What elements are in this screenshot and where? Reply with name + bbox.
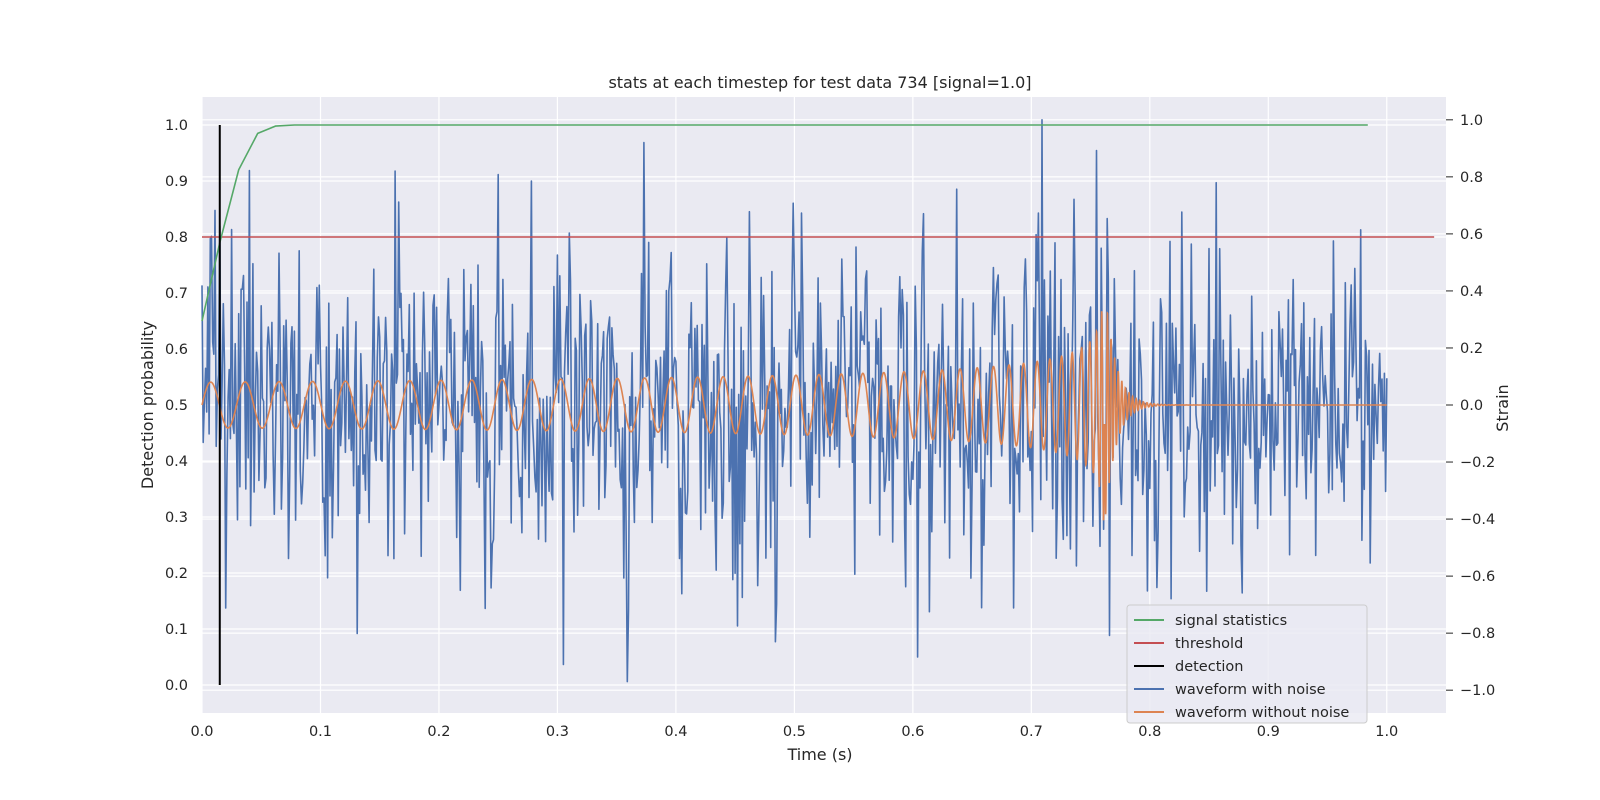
right-y-tick-label: −0.6 [1460, 569, 1495, 585]
right-y-axis-label: Strain [1493, 384, 1512, 431]
x-tick-label: 1.0 [1375, 724, 1398, 740]
left-y-tick-label: 0.9 [165, 174, 188, 190]
left-y-axis-label: Detection probability [138, 321, 157, 489]
waveform-without-noise-line [201, 311, 1387, 521]
right-y-tick-label: 0.2 [1460, 341, 1483, 357]
left-y-tick-label: 0.2 [165, 566, 188, 582]
x-ticks: 0.0 0.1 0.2 0.3 0.4 0.5 0.6 0.7 0.8 0.9 1.0 [190, 724, 1398, 740]
right-y-tick-label: 1.0 [1460, 113, 1483, 129]
left-y-tick-label: 0.5 [165, 398, 188, 414]
legend-label: waveform with noise [1175, 682, 1326, 698]
right-y-tick-label: −1.0 [1460, 683, 1495, 699]
left-y-tick-label: 0.0 [165, 678, 188, 694]
x-tick-label: 0.0 [190, 724, 213, 740]
x-tick-label: 0.6 [901, 724, 924, 740]
x-tick-label: 0.7 [1020, 724, 1043, 740]
legend-label: waveform without noise [1175, 705, 1349, 721]
right-y-tick-label: 0.4 [1460, 284, 1483, 300]
right-y-tick-label: −0.2 [1460, 455, 1495, 471]
left-y-tick-label: 1.0 [165, 118, 188, 134]
legend: signal statistics threshold detection wavef… [1126, 604, 1368, 724]
waveform-with-noise-line [201, 119, 1388, 683]
x-tick-label: 0.1 [309, 724, 332, 740]
legend-label: detection [1175, 659, 1243, 675]
x-tick-label: 0.8 [1138, 724, 1161, 740]
signal-statistics-line [201, 124, 1368, 322]
right-y-tick-label: −0.4 [1460, 512, 1495, 528]
series-group [201, 119, 1435, 685]
left-y-tick-label: 0.7 [165, 286, 188, 302]
right-y-tick-label: −0.8 [1460, 626, 1495, 642]
left-y-ticks: 0.0 0.1 0.2 0.3 0.4 0.5 0.6 0.7 0.8 0.9 1.0 [165, 118, 188, 694]
left-y-tick-label: 0.3 [165, 510, 188, 526]
left-y-tick-label: 0.8 [165, 230, 188, 246]
chart-title: stats at each timestep for test data 734… [608, 73, 1031, 92]
legend-label: signal statistics [1175, 613, 1287, 629]
x-tick-label: 0.3 [546, 724, 569, 740]
x-tick-label: 0.2 [427, 724, 450, 740]
legend-box [1126, 604, 1368, 724]
left-y-tick-label: 0.6 [165, 342, 188, 358]
left-y-tick-label: 0.1 [165, 622, 188, 638]
x-tick-label: 0.9 [1257, 724, 1280, 740]
left-y-tick-label: 0.4 [165, 454, 188, 470]
x-axis-label: Time (s) [786, 745, 852, 764]
legend-label: threshold [1175, 636, 1243, 652]
right-y-tick-label: 0.0 [1460, 398, 1483, 414]
right-y-tick-label: 0.8 [1460, 170, 1483, 186]
x-tick-label: 0.4 [664, 724, 687, 740]
x-tick-label: 0.5 [783, 724, 806, 740]
right-y-ticks: −1.0 −0.8 −0.6 −0.4 −0.2 0.0 0.2 0.4 0.6 0.8 1.0 [1446, 113, 1495, 699]
right-y-tick-label: 0.6 [1460, 227, 1483, 243]
